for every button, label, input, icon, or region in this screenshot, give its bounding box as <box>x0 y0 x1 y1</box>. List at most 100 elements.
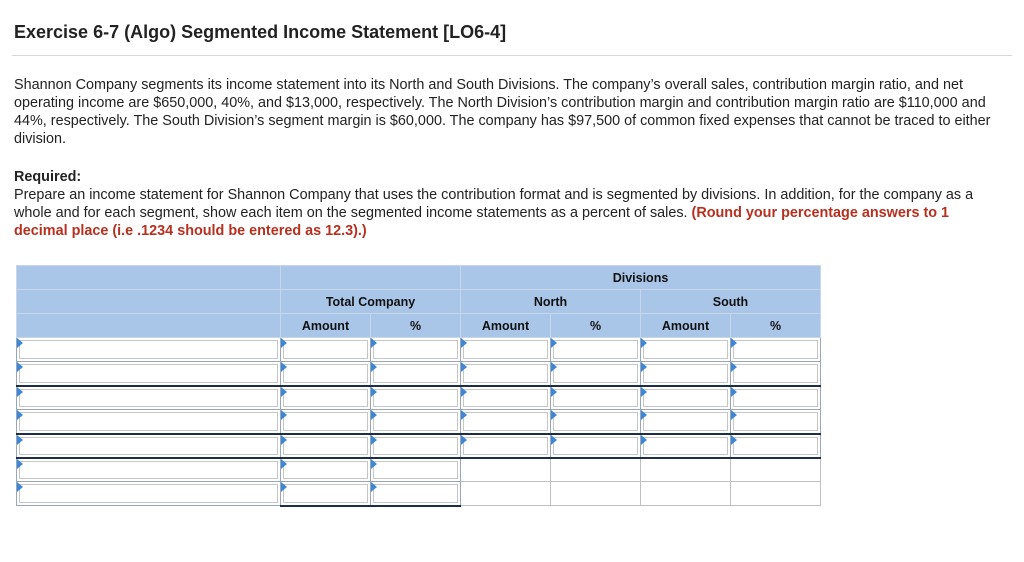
total-percent-input[interactable] <box>373 484 458 503</box>
north-percent-cell[interactable] <box>550 361 641 387</box>
south-amount-input[interactable] <box>643 364 728 383</box>
total-percent-cell[interactable] <box>370 409 461 435</box>
total-percent-cell[interactable] <box>370 481 461 507</box>
south-percent-cell[interactable] <box>730 361 821 387</box>
total-percent-input[interactable] <box>373 388 458 407</box>
south-amount-input[interactable] <box>643 340 728 359</box>
north-amount-cell[interactable] <box>460 337 551 362</box>
total-amount-input[interactable] <box>283 436 368 455</box>
north-amount-input[interactable] <box>463 340 548 359</box>
total-amount-input[interactable] <box>283 388 368 407</box>
south-amount-cell[interactable] <box>640 409 731 435</box>
north-percent-input[interactable] <box>553 388 638 407</box>
total-percent-input[interactable] <box>373 460 458 479</box>
input-marker-icon <box>461 386 467 397</box>
required-instructions: Prepare an income statement for Shannon … <box>14 187 974 221</box>
south-amount-input[interactable] <box>643 412 728 431</box>
table-row <box>16 481 821 507</box>
south-amount-input[interactable] <box>643 388 728 407</box>
total-amount-input[interactable] <box>283 364 368 383</box>
south-amount-cell <box>640 457 731 482</box>
label-input[interactable] <box>19 460 278 479</box>
input-marker-icon <box>371 386 377 397</box>
label-cell[interactable] <box>16 457 281 482</box>
input-marker-icon <box>641 410 647 420</box>
south-percent-input[interactable] <box>733 412 818 431</box>
label-cell[interactable] <box>16 433 281 459</box>
total-percent-input[interactable] <box>373 412 458 431</box>
north-amount-cell[interactable] <box>460 361 551 387</box>
total-amount-input[interactable] <box>283 484 368 503</box>
total-amount-input[interactable] <box>283 340 368 359</box>
label-input[interactable] <box>19 364 278 383</box>
north-percent-input[interactable] <box>553 340 638 359</box>
total-percent-cell[interactable] <box>370 433 461 459</box>
total-percent-input[interactable] <box>373 436 458 455</box>
south-percent-cell[interactable] <box>730 409 821 435</box>
total-percent-cell[interactable] <box>370 385 461 410</box>
label-cell[interactable] <box>16 361 281 387</box>
total-amount-input[interactable] <box>283 412 368 431</box>
total-amount-cell[interactable] <box>280 361 371 387</box>
north-amount-input[interactable] <box>463 412 548 431</box>
total-amount-cell[interactable] <box>280 337 371 362</box>
total-amount-input[interactable] <box>283 460 368 479</box>
label-cell[interactable] <box>16 337 281 362</box>
total-percent-cell[interactable] <box>370 337 461 362</box>
label-cell[interactable] <box>16 481 281 506</box>
total-percent-cell[interactable] <box>370 457 461 482</box>
north-percent-cell[interactable] <box>550 433 641 459</box>
label-input[interactable] <box>19 340 278 359</box>
rounding-note: (Round your percentage answers to 1 deci… <box>14 205 950 239</box>
north-percent-input[interactable] <box>553 412 638 431</box>
total-amount-cell[interactable] <box>280 481 371 507</box>
north-percent-input[interactable] <box>553 364 638 383</box>
south-percent-cell[interactable] <box>730 337 821 362</box>
north-amount-input[interactable] <box>463 388 548 407</box>
south-percent-input[interactable] <box>733 388 818 407</box>
total-company-header: Total Company <box>280 289 461 314</box>
north-percent-input[interactable] <box>553 436 638 455</box>
table-row <box>16 361 821 387</box>
total-amount-cell[interactable] <box>280 457 371 482</box>
input-marker-icon <box>281 410 287 420</box>
south-header: South <box>640 289 821 314</box>
problem-text: Shannon Company segments its income stat… <box>14 77 991 147</box>
label-input[interactable] <box>19 484 278 503</box>
total-amount-cell[interactable] <box>280 409 371 435</box>
total-percent-input[interactable] <box>373 340 458 359</box>
north-amount-input[interactable] <box>463 436 548 455</box>
label-input[interactable] <box>19 412 278 431</box>
south-amount-cell[interactable] <box>640 385 731 410</box>
total-amount-cell[interactable] <box>280 433 371 459</box>
south-amount-cell[interactable] <box>640 361 731 387</box>
south-percent-cell[interactable] <box>730 433 821 459</box>
label-input[interactable] <box>19 436 278 455</box>
total-amount-cell[interactable] <box>280 385 371 410</box>
north-amount-cell[interactable] <box>460 433 551 459</box>
south-percent-input[interactable] <box>733 364 818 383</box>
total-percent-input[interactable] <box>373 364 458 383</box>
north-amount-cell[interactable] <box>460 385 551 410</box>
south-amount-cell[interactable] <box>640 433 731 459</box>
north-amount-cell <box>460 481 551 506</box>
north-percent-cell[interactable] <box>550 385 641 410</box>
north-percent-header: % <box>550 313 641 338</box>
title-divider <box>12 55 1012 56</box>
label-cell[interactable] <box>16 385 281 410</box>
south-percent-cell <box>730 481 821 506</box>
input-marker-icon <box>551 338 557 348</box>
south-amount-input[interactable] <box>643 436 728 455</box>
input-marker-icon <box>17 482 23 492</box>
south-amount-cell[interactable] <box>640 337 731 362</box>
north-percent-cell[interactable] <box>550 337 641 362</box>
south-percent-input[interactable] <box>733 340 818 359</box>
north-amount-cell[interactable] <box>460 409 551 435</box>
north-percent-cell[interactable] <box>550 409 641 435</box>
label-input[interactable] <box>19 388 278 407</box>
north-amount-input[interactable] <box>463 364 548 383</box>
label-cell[interactable] <box>16 409 281 435</box>
total-percent-cell[interactable] <box>370 361 461 387</box>
south-percent-input[interactable] <box>733 436 818 455</box>
south-percent-cell[interactable] <box>730 385 821 410</box>
